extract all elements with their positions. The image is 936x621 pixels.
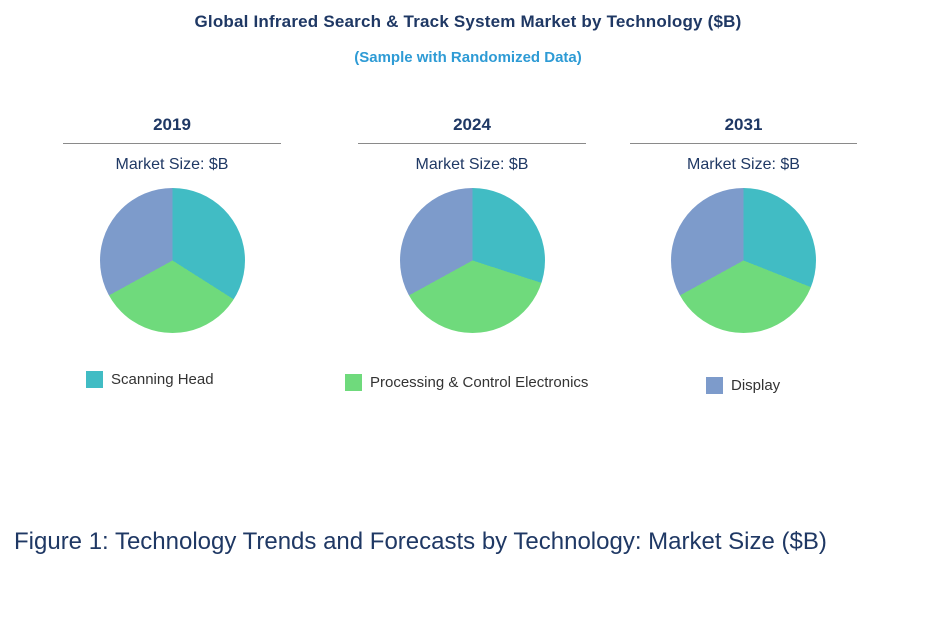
legend-swatch-scanning-head-icon xyxy=(86,371,103,388)
legend-swatch-display-icon xyxy=(706,377,723,394)
figure-caption: Figure 1: Technology Trends and Forecast… xyxy=(14,528,827,555)
year-label-2019: 2019 xyxy=(63,115,281,144)
pie-chart-2024 xyxy=(399,188,545,333)
legend-swatch-processing-control-electronics-icon xyxy=(345,374,362,391)
year-label-2024: 2024 xyxy=(358,115,586,144)
pie-column-2019: 2019 Market Size: $B xyxy=(63,115,281,333)
chart-title: Global Infrared Search & Track System Ma… xyxy=(194,12,742,31)
pie-column-2031: 2031 Market Size: $B xyxy=(630,115,857,333)
legend-item-scanning-head: Scanning Head xyxy=(86,371,214,388)
pie-chart-2031 xyxy=(671,188,816,333)
pie-chart-2019 xyxy=(99,188,245,333)
legend-label-display: Display xyxy=(731,377,781,394)
year-label-2031: 2031 xyxy=(630,115,857,144)
legend-item-processing-control-electronics: Processing & Control Electronics xyxy=(345,374,588,391)
chart-subtitle: (Sample with Randomized Data) xyxy=(354,49,582,66)
market-size-label-2031: Market Size: $B xyxy=(687,156,800,173)
legend-item-display: Display xyxy=(706,377,780,394)
legend-label-scanning-head: Scanning Head xyxy=(111,371,214,388)
pie-column-2024: 2024 Market Size: $B xyxy=(358,115,586,333)
market-size-label-2024: Market Size: $B xyxy=(415,156,529,173)
market-size-label-2019: Market Size: $B xyxy=(115,156,229,173)
legend-label-processing-control-electronics: Processing & Control Electronics xyxy=(370,374,589,391)
